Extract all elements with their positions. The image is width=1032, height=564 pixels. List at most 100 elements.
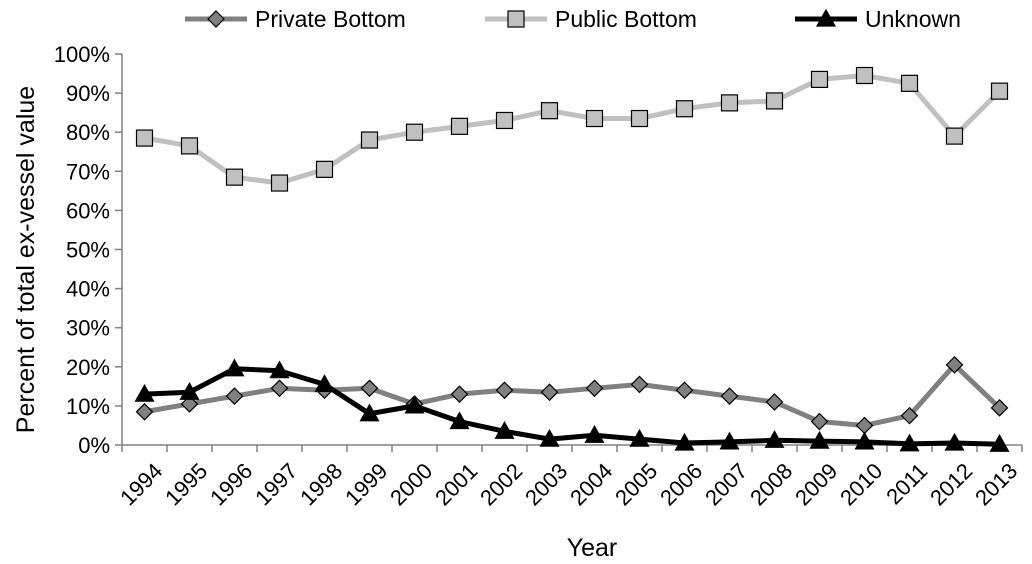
data-point bbox=[314, 374, 335, 392]
x-tick-label: 2001 bbox=[430, 458, 482, 510]
data-point bbox=[900, 406, 919, 425]
data-point bbox=[450, 117, 469, 135]
data-point bbox=[585, 379, 604, 398]
series-private-bottom bbox=[135, 355, 1009, 435]
series-unknown bbox=[134, 358, 1010, 452]
data-point bbox=[360, 379, 379, 398]
legend-entry: Private Bottom bbox=[185, 6, 406, 32]
legend-marker bbox=[507, 10, 525, 28]
data-point bbox=[630, 375, 649, 394]
x-tick-label: 1998 bbox=[295, 458, 347, 510]
legend-label: Private Bottom bbox=[255, 6, 406, 32]
data-point bbox=[990, 82, 1009, 100]
data-point bbox=[854, 431, 875, 450]
y-tick-label: 60% bbox=[66, 198, 110, 223]
x-tick-label: 1995 bbox=[160, 458, 212, 510]
data-point bbox=[765, 92, 784, 110]
x-tick-label: 2010 bbox=[835, 458, 887, 510]
data-point bbox=[494, 421, 515, 439]
y-axis-title: Percent of total ex-vessel value bbox=[12, 86, 40, 433]
data-point bbox=[899, 433, 920, 452]
data-point bbox=[945, 355, 964, 374]
data-point bbox=[990, 399, 1009, 417]
x-tick-label: 2011 bbox=[881, 458, 932, 509]
legend-label: Public Bottom bbox=[555, 6, 697, 32]
data-point bbox=[855, 66, 874, 85]
data-point bbox=[180, 137, 199, 155]
data-point bbox=[989, 433, 1010, 452]
y-tick-label: 50% bbox=[66, 238, 110, 263]
x-tick-label: 2002 bbox=[475, 458, 527, 510]
x-tick-label: 2009 bbox=[790, 458, 842, 510]
series-layer bbox=[134, 66, 1010, 452]
x-tick-label: 2000 bbox=[385, 458, 437, 510]
data-point bbox=[315, 160, 334, 178]
data-point bbox=[540, 102, 559, 120]
data-point bbox=[765, 393, 784, 411]
y-tick-label: 10% bbox=[66, 394, 110, 419]
x-tick-label: 1997 bbox=[250, 458, 302, 510]
data-point bbox=[810, 412, 829, 431]
data-point bbox=[764, 430, 785, 448]
y-tick-label: 40% bbox=[66, 277, 110, 302]
data-point bbox=[135, 402, 154, 421]
data-point bbox=[270, 174, 289, 192]
y-axis-ticks: 0% 10% 20% 30% 40% 50% 60% 70% 80% 90% 100% bbox=[54, 42, 122, 458]
legend-label: Unknown bbox=[865, 6, 961, 32]
data-point bbox=[720, 94, 739, 112]
y-tick-label: 20% bbox=[66, 355, 110, 380]
x-axis-title: Year bbox=[567, 534, 618, 562]
data-point bbox=[405, 123, 424, 141]
data-point bbox=[225, 168, 244, 186]
x-tick-label: 2007 bbox=[700, 458, 752, 510]
data-point bbox=[945, 127, 964, 145]
data-point bbox=[180, 395, 199, 413]
data-point bbox=[675, 381, 694, 400]
data-point bbox=[584, 425, 605, 443]
x-tick-label: 1996 bbox=[205, 458, 257, 510]
x-tick-label: 2003 bbox=[520, 458, 572, 510]
x-tick-label: 2005 bbox=[610, 458, 662, 510]
legend-entry: Public Bottom bbox=[485, 6, 697, 32]
data-point bbox=[224, 358, 245, 377]
y-tick-label: 90% bbox=[66, 81, 110, 106]
legend-marker bbox=[207, 10, 225, 28]
data-point bbox=[674, 432, 695, 451]
x-tick-label: 2006 bbox=[655, 458, 707, 510]
data-point bbox=[269, 360, 290, 379]
y-tick-label: 0% bbox=[78, 433, 110, 458]
data-point bbox=[719, 431, 740, 450]
data-point bbox=[585, 109, 604, 128]
data-point bbox=[404, 395, 425, 414]
x-tick-label: 2008 bbox=[745, 458, 797, 510]
x-tick-label: 2004 bbox=[565, 458, 617, 510]
data-point bbox=[450, 385, 469, 404]
data-point bbox=[179, 381, 200, 400]
data-point bbox=[630, 109, 649, 128]
data-point bbox=[539, 428, 560, 447]
series-line bbox=[144, 73, 1002, 186]
data-point bbox=[675, 100, 694, 118]
data-point bbox=[134, 383, 155, 402]
x-tick-label: 2012 bbox=[925, 458, 977, 510]
y-tick-label: 70% bbox=[66, 159, 110, 184]
data-point bbox=[540, 383, 559, 402]
data-point bbox=[810, 70, 829, 89]
data-point bbox=[900, 74, 919, 92]
data-point bbox=[855, 416, 874, 435]
data-point bbox=[360, 131, 379, 149]
data-point bbox=[270, 379, 289, 398]
data-point bbox=[495, 381, 514, 400]
legend-marker bbox=[815, 8, 837, 27]
x-axis-ticks: 1994199519961997199819992000200120022003… bbox=[115, 445, 1023, 510]
legend-entry: Unknown bbox=[795, 6, 961, 32]
data-point bbox=[449, 411, 470, 430]
data-point bbox=[225, 387, 244, 405]
data-point bbox=[809, 430, 830, 449]
y-tick-label: 30% bbox=[66, 316, 110, 341]
data-point bbox=[720, 387, 739, 405]
data-point bbox=[944, 432, 965, 451]
series-line bbox=[144, 366, 1000, 447]
series-public-bottom bbox=[135, 66, 1009, 192]
data-point bbox=[359, 403, 380, 422]
